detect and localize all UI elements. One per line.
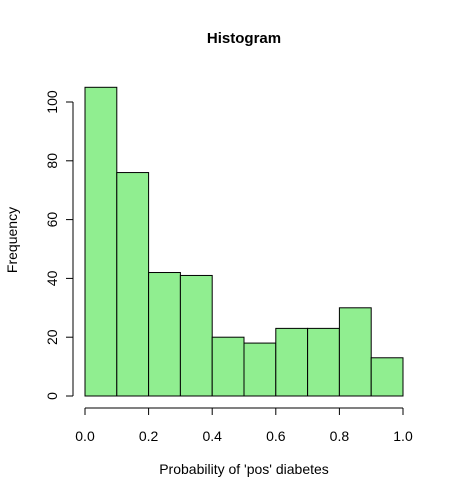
x-tick-label: 0.4 xyxy=(202,428,222,444)
y-tick-label: 80 xyxy=(44,153,60,169)
histogram-bar xyxy=(243,342,277,397)
x-axis-label: Probability of 'pos' diabetes xyxy=(159,461,329,477)
x-axis: 0.0 0.2 0.4 0.6 0.8 1.0 xyxy=(75,407,413,444)
chart-title: Histogram xyxy=(207,30,281,47)
x-tick-label: 0.0 xyxy=(75,428,95,444)
x-tick-label: 1.0 xyxy=(393,428,413,444)
x-tick-label: 0.6 xyxy=(266,428,286,444)
histogram-bar xyxy=(275,327,309,397)
y-tick-label: 20 xyxy=(44,329,60,345)
y-tick-label: 60 xyxy=(44,212,60,228)
histogram-bar xyxy=(211,336,245,397)
y-axis-label: Frequency xyxy=(4,207,20,273)
histogram-bar xyxy=(370,357,404,397)
x-tick-label: 0.2 xyxy=(139,428,159,444)
histogram-bar xyxy=(338,307,372,397)
y-tick-label: 40 xyxy=(44,270,60,286)
bars-group xyxy=(84,86,404,397)
histogram-bar xyxy=(84,86,118,397)
histogram-bar xyxy=(179,274,213,397)
y-tick-label: 0 xyxy=(44,392,60,400)
histogram-bar xyxy=(148,272,181,397)
histogram-bar xyxy=(307,327,340,397)
histogram-bar xyxy=(116,172,150,397)
y-axis: 0 20 40 60 80 100 xyxy=(44,90,74,400)
x-tick-label: 0.8 xyxy=(330,428,350,444)
y-tick-label: 100 xyxy=(44,90,60,114)
